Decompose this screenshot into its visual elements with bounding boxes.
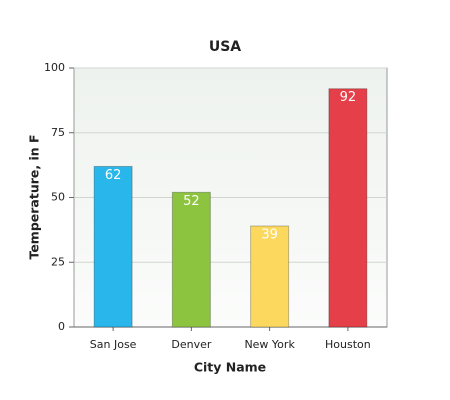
value-label: 92	[340, 90, 357, 105]
value-label: 52	[183, 194, 200, 209]
bar	[93, 165, 133, 328]
x-tick-label: San Jose	[90, 338, 137, 351]
chart-title: USA	[209, 39, 241, 55]
x-tick-label: Denver	[171, 338, 211, 351]
y-tick-label: 25	[51, 255, 65, 268]
bar	[250, 225, 290, 328]
y-tick-label: 0	[58, 320, 65, 333]
y-tick-label: 75	[51, 126, 65, 139]
x-tick-label: Houston	[325, 338, 371, 351]
bar	[171, 191, 211, 328]
value-label: 62	[105, 168, 122, 183]
x-axis-label: City Name	[194, 360, 266, 375]
x-tick-label: New York	[244, 338, 295, 351]
y-tick-label: 100	[44, 61, 65, 74]
y-axis-label: Temperature, in F	[27, 134, 42, 259]
y-tick-label: 50	[51, 191, 65, 204]
bar	[328, 88, 368, 328]
value-label: 39	[261, 227, 278, 242]
